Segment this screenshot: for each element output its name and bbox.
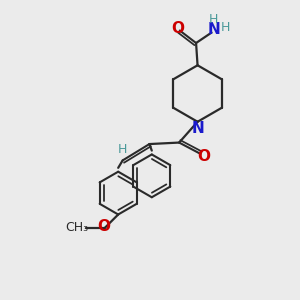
Text: N: N: [208, 22, 220, 37]
Text: CH₃: CH₃: [65, 221, 88, 234]
Text: H: H: [221, 21, 230, 34]
Text: H: H: [209, 13, 219, 26]
Text: H: H: [117, 142, 127, 156]
Text: O: O: [198, 149, 211, 164]
Text: O: O: [97, 219, 110, 234]
Text: O: O: [171, 21, 184, 36]
Text: N: N: [192, 121, 205, 136]
